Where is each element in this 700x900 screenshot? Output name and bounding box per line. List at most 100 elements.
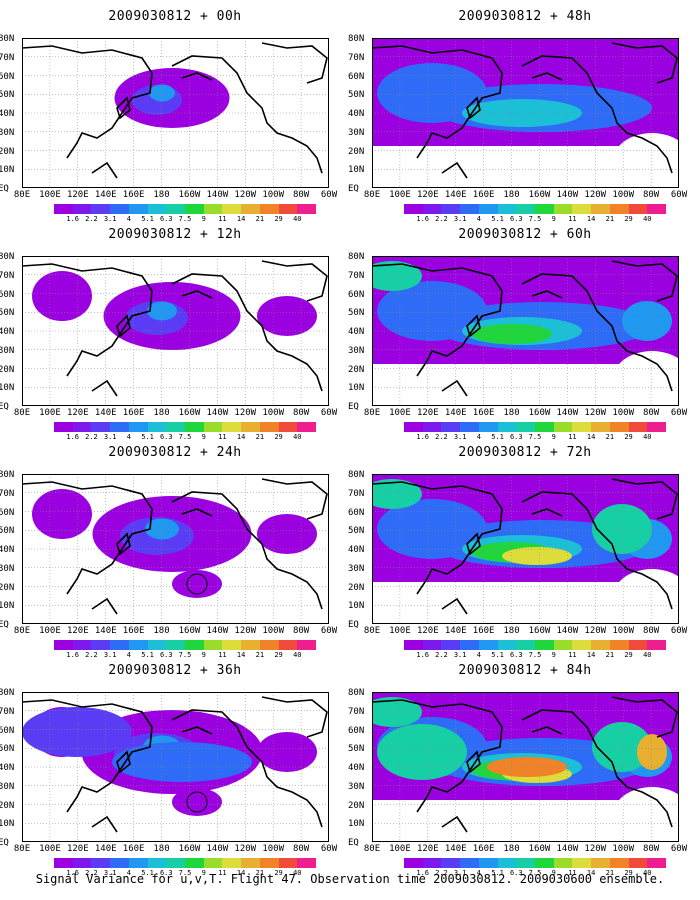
longitude-label: 120W <box>234 190 257 200</box>
colorbar-label: 7.5 <box>528 215 542 223</box>
colorbar-label: 2.2 <box>435 651 448 659</box>
longitude-label: 120W <box>234 844 257 854</box>
colorbar-label: 9 <box>551 433 556 441</box>
longitude-label: 160E <box>122 190 145 200</box>
aleutian-islands <box>531 726 563 735</box>
longitude-label: 60W <box>670 408 688 418</box>
colorbar-swatch <box>72 204 92 214</box>
variance-map <box>22 692 329 842</box>
latitude-label: 50N <box>0 90 15 101</box>
longitude-label: 180 <box>503 408 520 418</box>
longitude-label: 100W <box>262 190 285 200</box>
colorbar-label: 6.3 <box>509 433 523 441</box>
colorbar-swatch <box>404 858 423 868</box>
colorbar-label: 5.1 <box>491 651 504 659</box>
longitude-label: 80W <box>642 626 660 636</box>
colorbar-swatch <box>535 422 554 432</box>
latitude-label: 40N <box>0 763 15 773</box>
colorbar-swatch <box>460 640 479 650</box>
latitude-label: 20N <box>0 146 15 157</box>
latitude-label: 70N <box>0 52 15 63</box>
colorbar-swatch <box>241 204 260 214</box>
latitude-label: 60N <box>348 71 365 82</box>
longitude-label: 160E <box>122 844 145 854</box>
map-frame <box>22 474 329 624</box>
latitude-label: 60N <box>0 289 15 300</box>
colorbar-swatch <box>647 422 667 432</box>
longitude-label: 100W <box>262 844 285 854</box>
colorbar-swatch <box>203 858 223 868</box>
latitude-label: 10N <box>0 383 15 394</box>
map-panel-p48: 2009030812 + 48h 80N 70N 60N 50N 40N 30N 20N 10N… <box>348 0 700 223</box>
no-data-region <box>612 351 679 406</box>
colorbar-label: 1.6 <box>416 433 430 441</box>
latitude-label: 30N <box>348 345 365 356</box>
colorbar-swatch <box>72 640 92 650</box>
colorbar-swatch <box>441 204 461 214</box>
longitude-label: 160W <box>528 844 551 854</box>
colorbar-label: 4 <box>476 215 481 223</box>
variance-map <box>22 256 329 406</box>
longitude-label: 160E <box>472 190 495 200</box>
colorbar-swatch <box>497 204 517 214</box>
variance-contour <box>172 788 222 816</box>
japan-coastline <box>116 532 131 556</box>
colorbar-label: 3.1 <box>103 869 117 877</box>
colorbar-swatch <box>297 858 317 868</box>
north-america-coastline <box>521 55 673 174</box>
colorbar-swatch <box>553 858 573 868</box>
colorbar <box>404 422 667 432</box>
longitude-label: 100W <box>612 844 635 854</box>
colorbar-label: 1.6 <box>66 433 80 441</box>
longitude-label: 160W <box>178 626 201 636</box>
colorbar-label: 9 <box>551 651 556 659</box>
colorbar-swatch <box>553 204 573 214</box>
latitude-label: 30N <box>348 781 365 792</box>
longitude-label: 160W <box>178 844 201 854</box>
colorbar-swatch <box>54 204 73 214</box>
colorbar-swatch <box>572 422 592 432</box>
colorbar-label: 14 <box>236 433 246 441</box>
latitude-label: EQ <box>0 184 9 194</box>
colorbar-swatch <box>422 422 442 432</box>
latitude-label: 40N <box>0 109 15 119</box>
colorbar-label: 4 <box>476 869 481 877</box>
variance-contour <box>502 547 572 565</box>
latitude-label: EQ <box>0 620 9 630</box>
variance-map <box>22 38 329 188</box>
colorbar <box>54 858 317 868</box>
longitude-label: 60W <box>320 844 338 854</box>
colorbar-swatch <box>404 422 423 432</box>
variance-map <box>372 256 679 406</box>
north-america-coastline <box>521 273 673 392</box>
longitude-label: 60W <box>320 408 338 418</box>
colorbar-label: 5.1 <box>141 869 154 877</box>
longitude-label: 120E <box>416 844 439 854</box>
colorbar-swatch <box>591 858 610 868</box>
colorbar-label: 21 <box>605 651 615 659</box>
colorbar-swatch <box>628 422 648 432</box>
latitude-label: 70N <box>0 270 15 281</box>
longitude-label: 160W <box>178 408 201 418</box>
colorbar-label: 21 <box>255 215 265 223</box>
longitude-label: 120E <box>416 190 439 200</box>
colorbar-label: 14 <box>586 215 596 223</box>
colorbar-swatch <box>422 640 442 650</box>
colorbar-swatch <box>110 204 129 214</box>
colorbar-swatch <box>535 858 554 868</box>
colorbar-swatch <box>535 204 554 214</box>
colorbar-label: 14 <box>236 215 246 223</box>
colorbar-swatch <box>516 858 536 868</box>
longitude-label: 80W <box>292 844 310 854</box>
longitude-label: 60W <box>670 844 688 854</box>
colorbar-label: 21 <box>255 433 265 441</box>
latitude-label: 20N <box>348 146 365 157</box>
colorbar-label: 2.2 <box>85 651 98 659</box>
colorbar-swatch <box>166 858 186 868</box>
colorbar-label: 11 <box>218 869 227 877</box>
latitude-label: 80N <box>0 34 15 44</box>
latitude-label: 80N <box>0 252 15 262</box>
colorbar-label: 5.1 <box>491 215 504 223</box>
colorbar-swatch <box>110 422 129 432</box>
longitude-label: 100E <box>39 408 61 418</box>
